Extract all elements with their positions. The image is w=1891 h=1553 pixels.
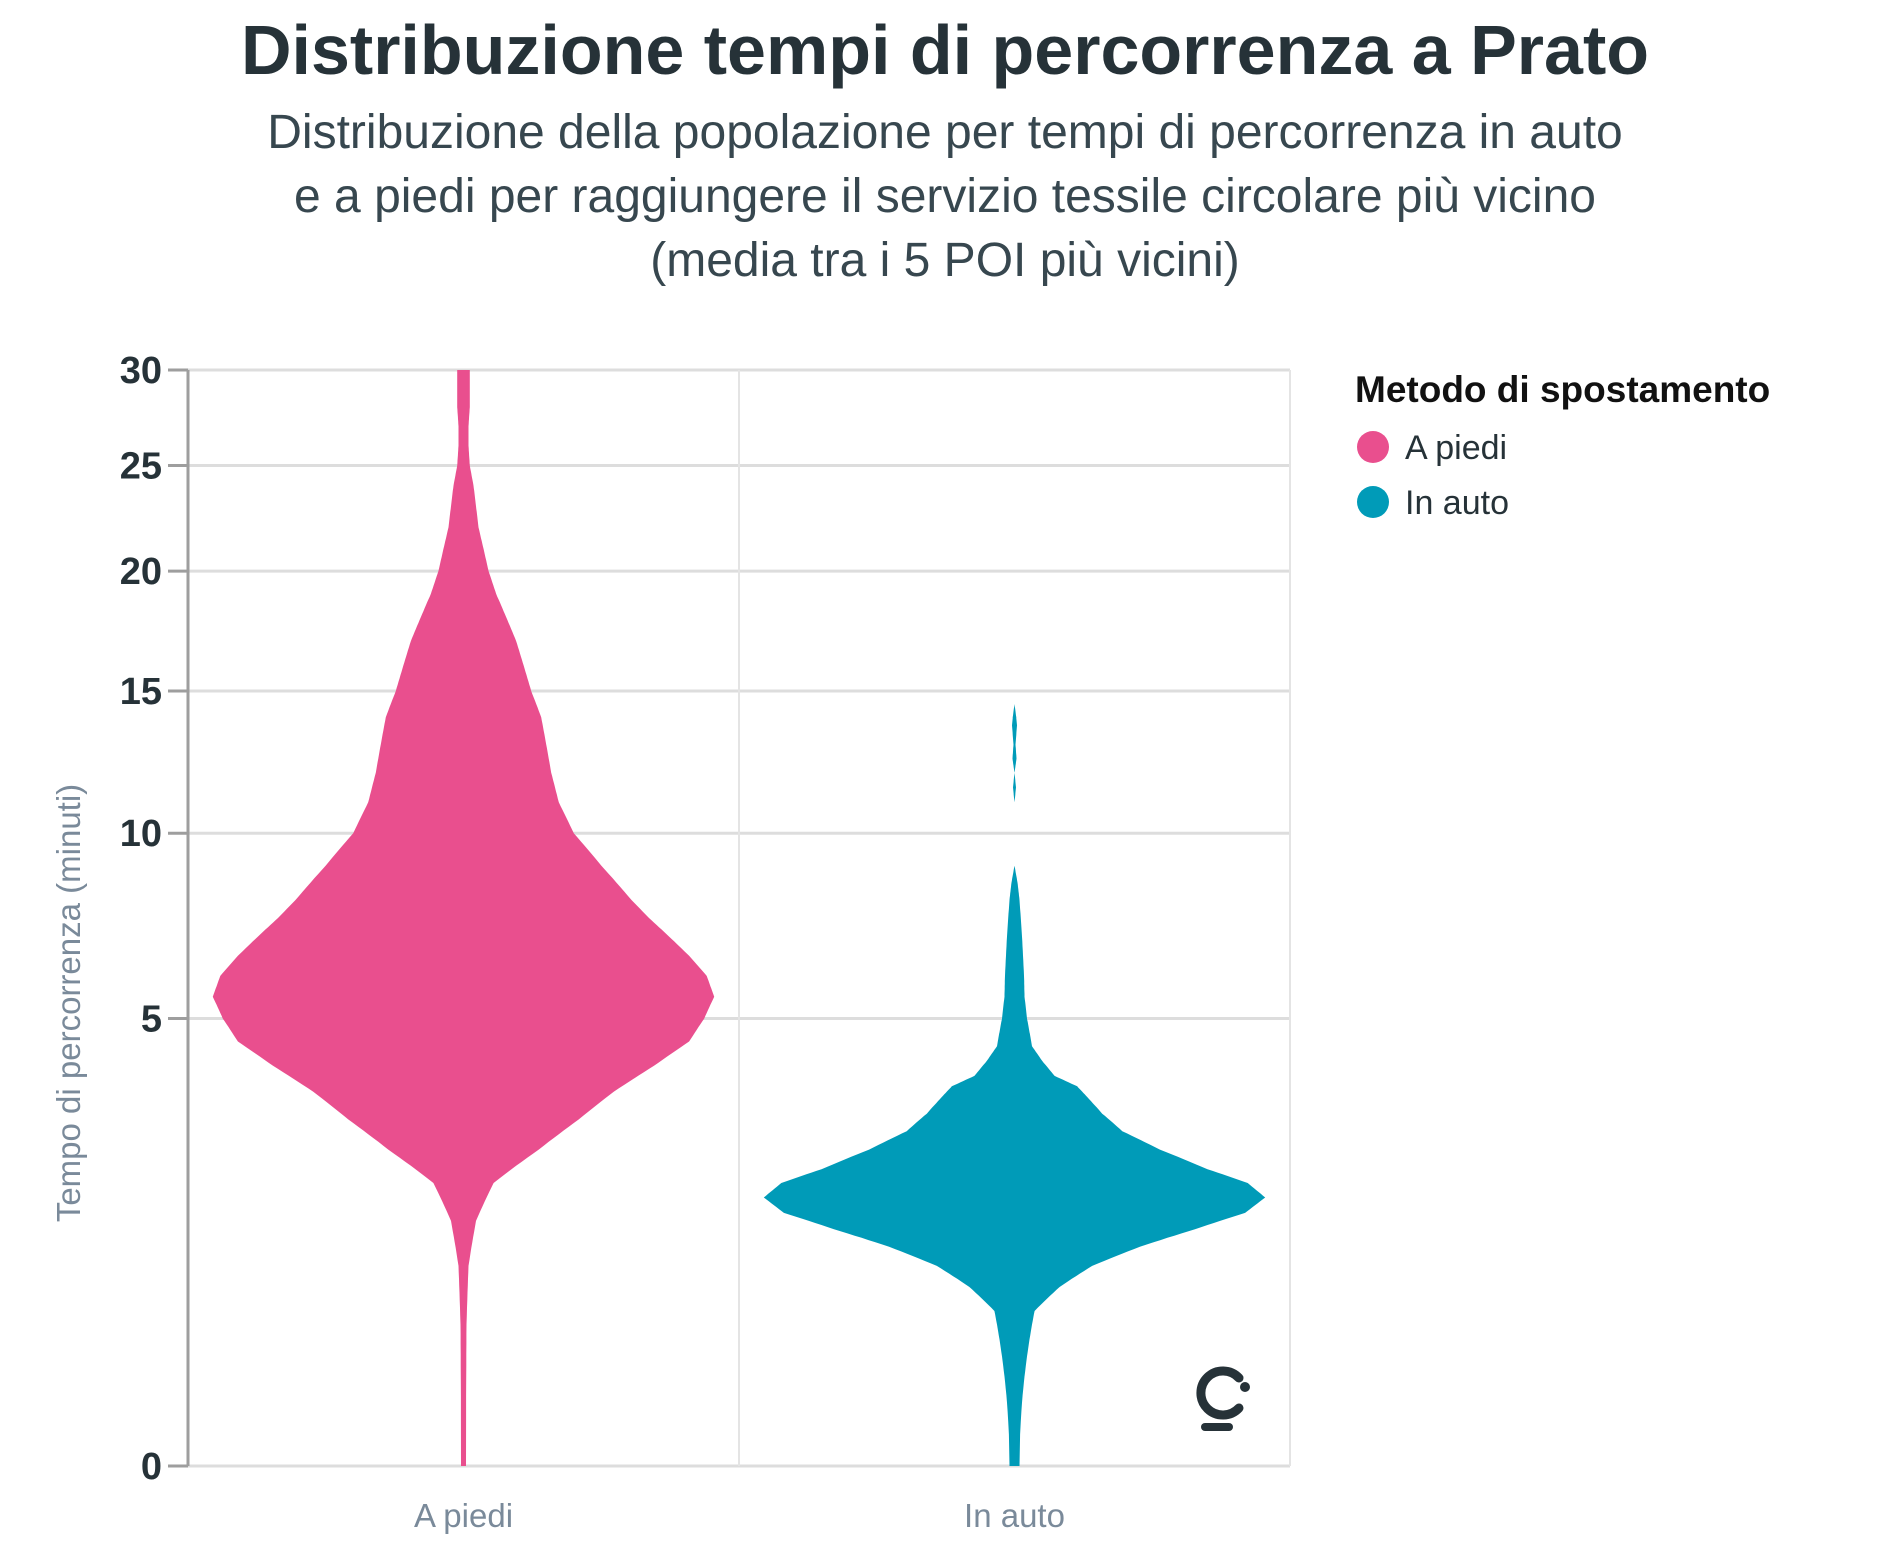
- violin-in-auto: [763, 704, 1266, 1466]
- y-axis: 0 5 10 15 20 25 30: [120, 350, 190, 1488]
- legend-title: Metodo di spostamento: [1355, 369, 1770, 410]
- chart-subtitle-line-2: e a piedi per raggiungere il servizio te…: [294, 170, 1596, 223]
- y-tick-label-6: 30: [120, 350, 162, 392]
- brand-logo: [1196, 1366, 1250, 1431]
- y-tick-label-1: 5: [141, 999, 162, 1041]
- chart-subtitle-line-1: Distribuzione della popolazione per temp…: [267, 106, 1622, 159]
- y-tick-label-3: 15: [120, 671, 162, 713]
- y-tick-label-5: 25: [120, 445, 162, 487]
- y-tick-label-2: 10: [120, 813, 162, 855]
- violin-a-piedi: [212, 370, 715, 1466]
- legend-swatch-a-piedi: [1357, 431, 1389, 463]
- violins: [212, 370, 1266, 1466]
- y-tick-label-0: 0: [141, 1446, 162, 1488]
- legend-swatch-in-auto: [1357, 486, 1389, 518]
- x-axis: A piedi In auto: [414, 1497, 1065, 1534]
- y-axis-title: Tempo di percorrenza (minuti): [50, 784, 87, 1222]
- chart-title: Distribuzione tempi di percorrenza a Pra…: [241, 11, 1649, 89]
- x-category-label-0: A piedi: [414, 1497, 513, 1534]
- legend: Metodo di spostamento A piedi In auto: [1355, 369, 1770, 522]
- legend-label-a-piedi: A piedi: [1405, 429, 1507, 467]
- legend-label-in-auto: In auto: [1405, 484, 1509, 522]
- x-category-label-1: In auto: [964, 1497, 1065, 1534]
- y-tick-label-4: 20: [120, 551, 162, 593]
- chart-subtitle-line-3: (media tra i 5 POI più vicini): [650, 234, 1240, 287]
